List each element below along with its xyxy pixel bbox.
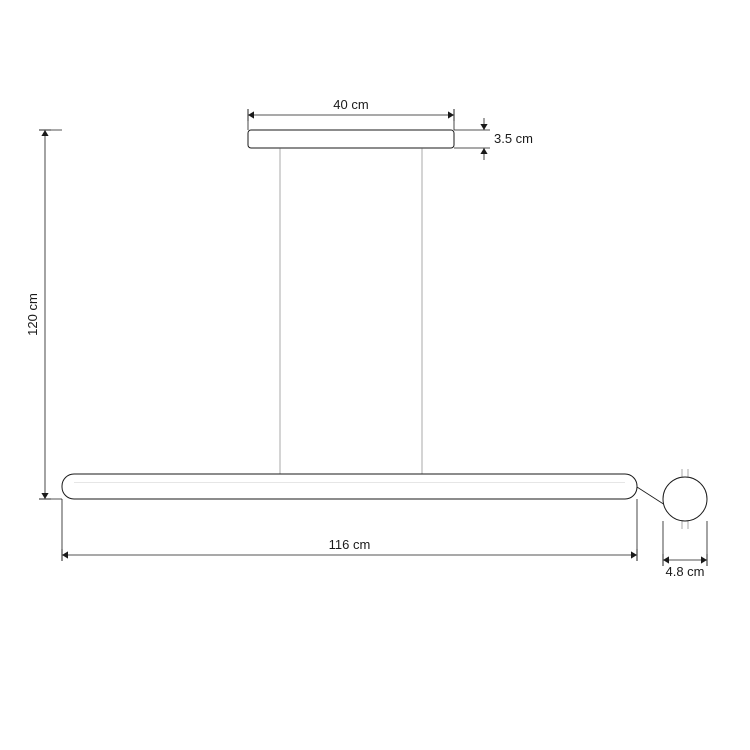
light-bar — [62, 474, 637, 499]
arrow-head — [701, 556, 707, 563]
canopy-height-label: 3.5 cm — [494, 131, 533, 146]
dim-label: 120 cm — [25, 293, 40, 336]
arrow-head — [631, 551, 637, 558]
arrow-head — [62, 551, 68, 558]
arrow-head — [480, 148, 487, 154]
arrow-head — [663, 556, 669, 563]
arrow-head — [448, 111, 454, 118]
arrow-head — [41, 130, 48, 136]
detail-circle — [663, 477, 707, 521]
dim-label: 4.8 cm — [665, 564, 704, 579]
dim-label: 40 cm — [333, 97, 368, 112]
canopy — [248, 130, 454, 148]
dim-label: 116 cm — [329, 537, 371, 552]
arrow-head — [248, 111, 254, 118]
arrow-head — [480, 124, 487, 130]
callout-line — [637, 487, 665, 505]
arrow-head — [41, 493, 48, 499]
